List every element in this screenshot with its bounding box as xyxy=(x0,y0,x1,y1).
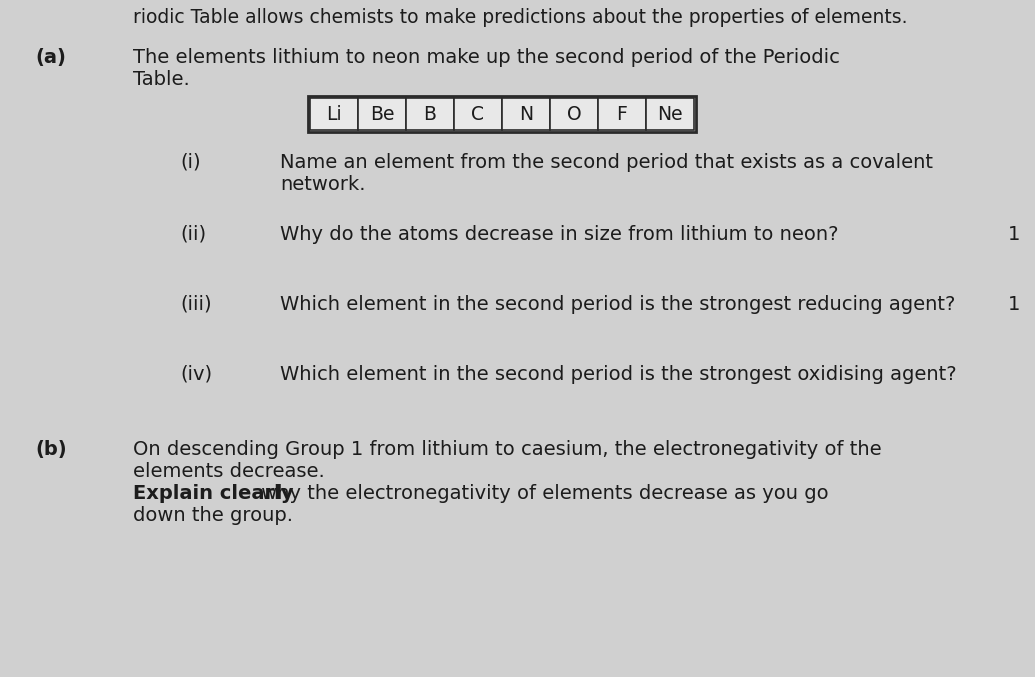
Text: down the group.: down the group. xyxy=(134,506,293,525)
Text: (a): (a) xyxy=(35,48,66,67)
Text: 1: 1 xyxy=(1008,295,1021,314)
Text: (iii): (iii) xyxy=(180,295,211,314)
Bar xyxy=(598,98,646,130)
Bar xyxy=(358,98,406,130)
Bar xyxy=(502,98,550,130)
Text: Which element in the second period is the strongest oxidising agent?: Which element in the second period is th… xyxy=(280,365,956,384)
Bar xyxy=(646,98,694,130)
Text: elements decrease.: elements decrease. xyxy=(134,462,325,481)
Text: F: F xyxy=(617,104,627,123)
Text: Explain clearly: Explain clearly xyxy=(134,484,294,503)
Text: B: B xyxy=(423,104,437,123)
Bar xyxy=(308,96,696,132)
Text: Table.: Table. xyxy=(134,70,189,89)
Text: O: O xyxy=(567,104,582,123)
Text: riodic Table allows chemists to make predictions about the properties of element: riodic Table allows chemists to make pre… xyxy=(134,8,908,27)
Text: Li: Li xyxy=(326,104,342,123)
Text: C: C xyxy=(472,104,484,123)
Text: N: N xyxy=(519,104,533,123)
Text: Be: Be xyxy=(369,104,394,123)
Text: Which element in the second period is the strongest reducing agent?: Which element in the second period is th… xyxy=(280,295,955,314)
Text: (ii): (ii) xyxy=(180,225,206,244)
Bar xyxy=(454,98,502,130)
Text: The elements lithium to neon make up the second period of the Periodic: The elements lithium to neon make up the… xyxy=(134,48,839,67)
Bar xyxy=(550,98,598,130)
Text: (iv): (iv) xyxy=(180,365,212,384)
Text: On descending Group 1 from lithium to caesium, the electronegativity of the: On descending Group 1 from lithium to ca… xyxy=(134,440,882,459)
Text: (i): (i) xyxy=(180,153,201,172)
Text: Why do the atoms decrease in size from lithium to neon?: Why do the atoms decrease in size from l… xyxy=(280,225,838,244)
Bar xyxy=(310,98,358,130)
Text: why the electronegativity of elements decrease as you go: why the electronegativity of elements de… xyxy=(255,484,829,503)
Text: (b): (b) xyxy=(35,440,66,459)
Text: 1: 1 xyxy=(1008,225,1021,244)
Text: network.: network. xyxy=(280,175,365,194)
Text: Ne: Ne xyxy=(657,104,683,123)
Bar xyxy=(406,98,454,130)
Text: Name an element from the second period that exists as a covalent: Name an element from the second period t… xyxy=(280,153,933,172)
